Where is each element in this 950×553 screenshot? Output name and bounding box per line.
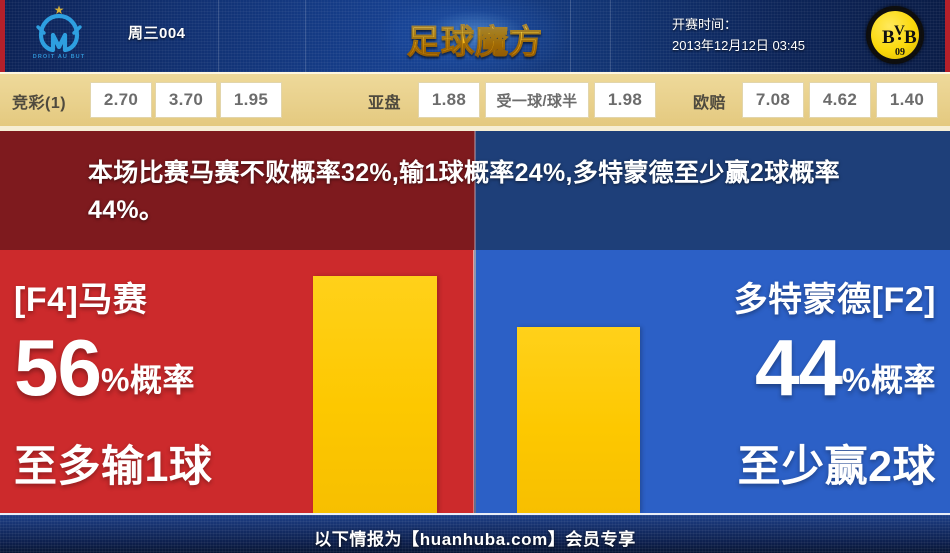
crest-disc: B V B 09 [871,11,919,59]
odds-value-jingcai-3[interactable]: 1.95 [220,82,282,118]
crest-year: 09 [895,47,905,58]
right-probability-line: 44%概率 [616,328,936,408]
right-probability-suffix: %概率 [842,362,936,398]
odds-value-yapan-handicap[interactable]: 受一球/球半 [485,82,589,118]
odds-group-label-jingcai: 竞彩(1) [12,95,67,112]
header-divider [570,0,571,72]
crest-letter-v: V [894,23,905,39]
footer-notice: 以下情报为【huanhuba.com】会员专享 [314,530,636,549]
marseille-crest-caption: DROIT AU BUT [32,54,86,60]
analysis-band-divider [474,131,476,250]
header-divider [305,0,306,72]
dortmund-crest-icon: B V B 09 [866,6,928,66]
odds-bottom-strip [0,126,950,131]
odds-value-oupei-3[interactable]: 1.40 [876,82,938,118]
footer-bar: 以下情报为【huanhuba.com】会员专享 [0,513,950,553]
analysis-band-right-half [475,131,950,250]
odds-value-oupei-1[interactable]: 7.08 [742,82,804,118]
odds-group-label-yapan: 亚盘 [368,95,402,112]
analysis-text: 本场比赛马赛不败概率32%,输1球概率24%,多特蒙德至少赢2球概率44%。 [88,159,840,224]
bar-right-dortmund [517,327,640,513]
left-probability-value: 56 [14,323,102,412]
kickoff-info: 开赛时间： 2013年12月12日 03:45 [672,14,805,56]
left-panel-content: [F4]马赛 56%概率 至多输1球 [14,250,334,513]
right-probability-value: 44 [755,323,843,412]
odds-value-yapan-home[interactable]: 1.88 [418,82,480,118]
header-divider [610,0,611,72]
header-bar: ★ DROIT AU BUT 周三004 足球魔方 开赛时间： 2013年12月… [0,0,950,72]
probability-chart: [F4]马赛 56%概率 至多输1球 多特蒙德[F2] 44%概率 至少赢2球 [0,250,950,513]
crest-letter-b-left: B [882,27,895,48]
brand-glow [380,0,570,72]
odds-value-yapan-away[interactable]: 1.98 [594,82,656,118]
bar-left-marseille [313,276,437,513]
header-left-accent [0,0,5,72]
marseille-crest-icon: ★ DROIT AU BUT [22,4,96,68]
left-verdict: 至多输1球 [14,443,213,491]
header-divider [218,0,219,72]
right-team-name: 多特蒙德[F2] [733,281,936,319]
analysis-band: 本场比赛马赛不败概率32%,输1球概率24%,多特蒙德至少赢2球概率44%。 [0,131,950,250]
kickoff-value: 2013年12月12日 03:45 [672,38,805,53]
header-right-accent [945,0,950,72]
crest-star-icon: ★ [53,3,65,17]
left-probability-line: 56%概率 [14,328,334,408]
odds-value-jingcai-2[interactable]: 3.70 [155,82,217,118]
crest-letter-b-right: B [904,27,917,48]
odds-value-jingcai-1[interactable]: 2.70 [90,82,152,118]
left-probability-suffix: %概率 [100,362,195,398]
right-panel-content: 多特蒙德[F2] 44%概率 至少赢2球 [616,250,936,513]
odds-value-oupei-2[interactable]: 4.62 [809,82,871,118]
odds-group-label-oupei: 欧赔 [693,95,727,112]
site-brand-logo: 足球魔方 [380,0,570,72]
right-verdict: 至少赢2球 [737,443,936,491]
odds-bar: 竞彩(1) 2.70 3.70 1.95 亚盘 1.88 受一球/球半 1.98… [0,72,950,126]
left-team-name: [F4]马赛 [14,281,148,319]
odds-row: 竞彩(1) 2.70 3.70 1.95 亚盘 1.88 受一球/球半 1.98… [0,74,950,126]
analysis-band-left-half [0,131,475,250]
om-monogram-icon [36,13,82,53]
panel-divider [473,250,476,513]
brand-title: 足球魔方 [400,15,550,63]
match-number: 周三004 [128,25,186,42]
crest-dot [898,37,901,40]
kickoff-label: 开赛时间： [672,17,738,32]
